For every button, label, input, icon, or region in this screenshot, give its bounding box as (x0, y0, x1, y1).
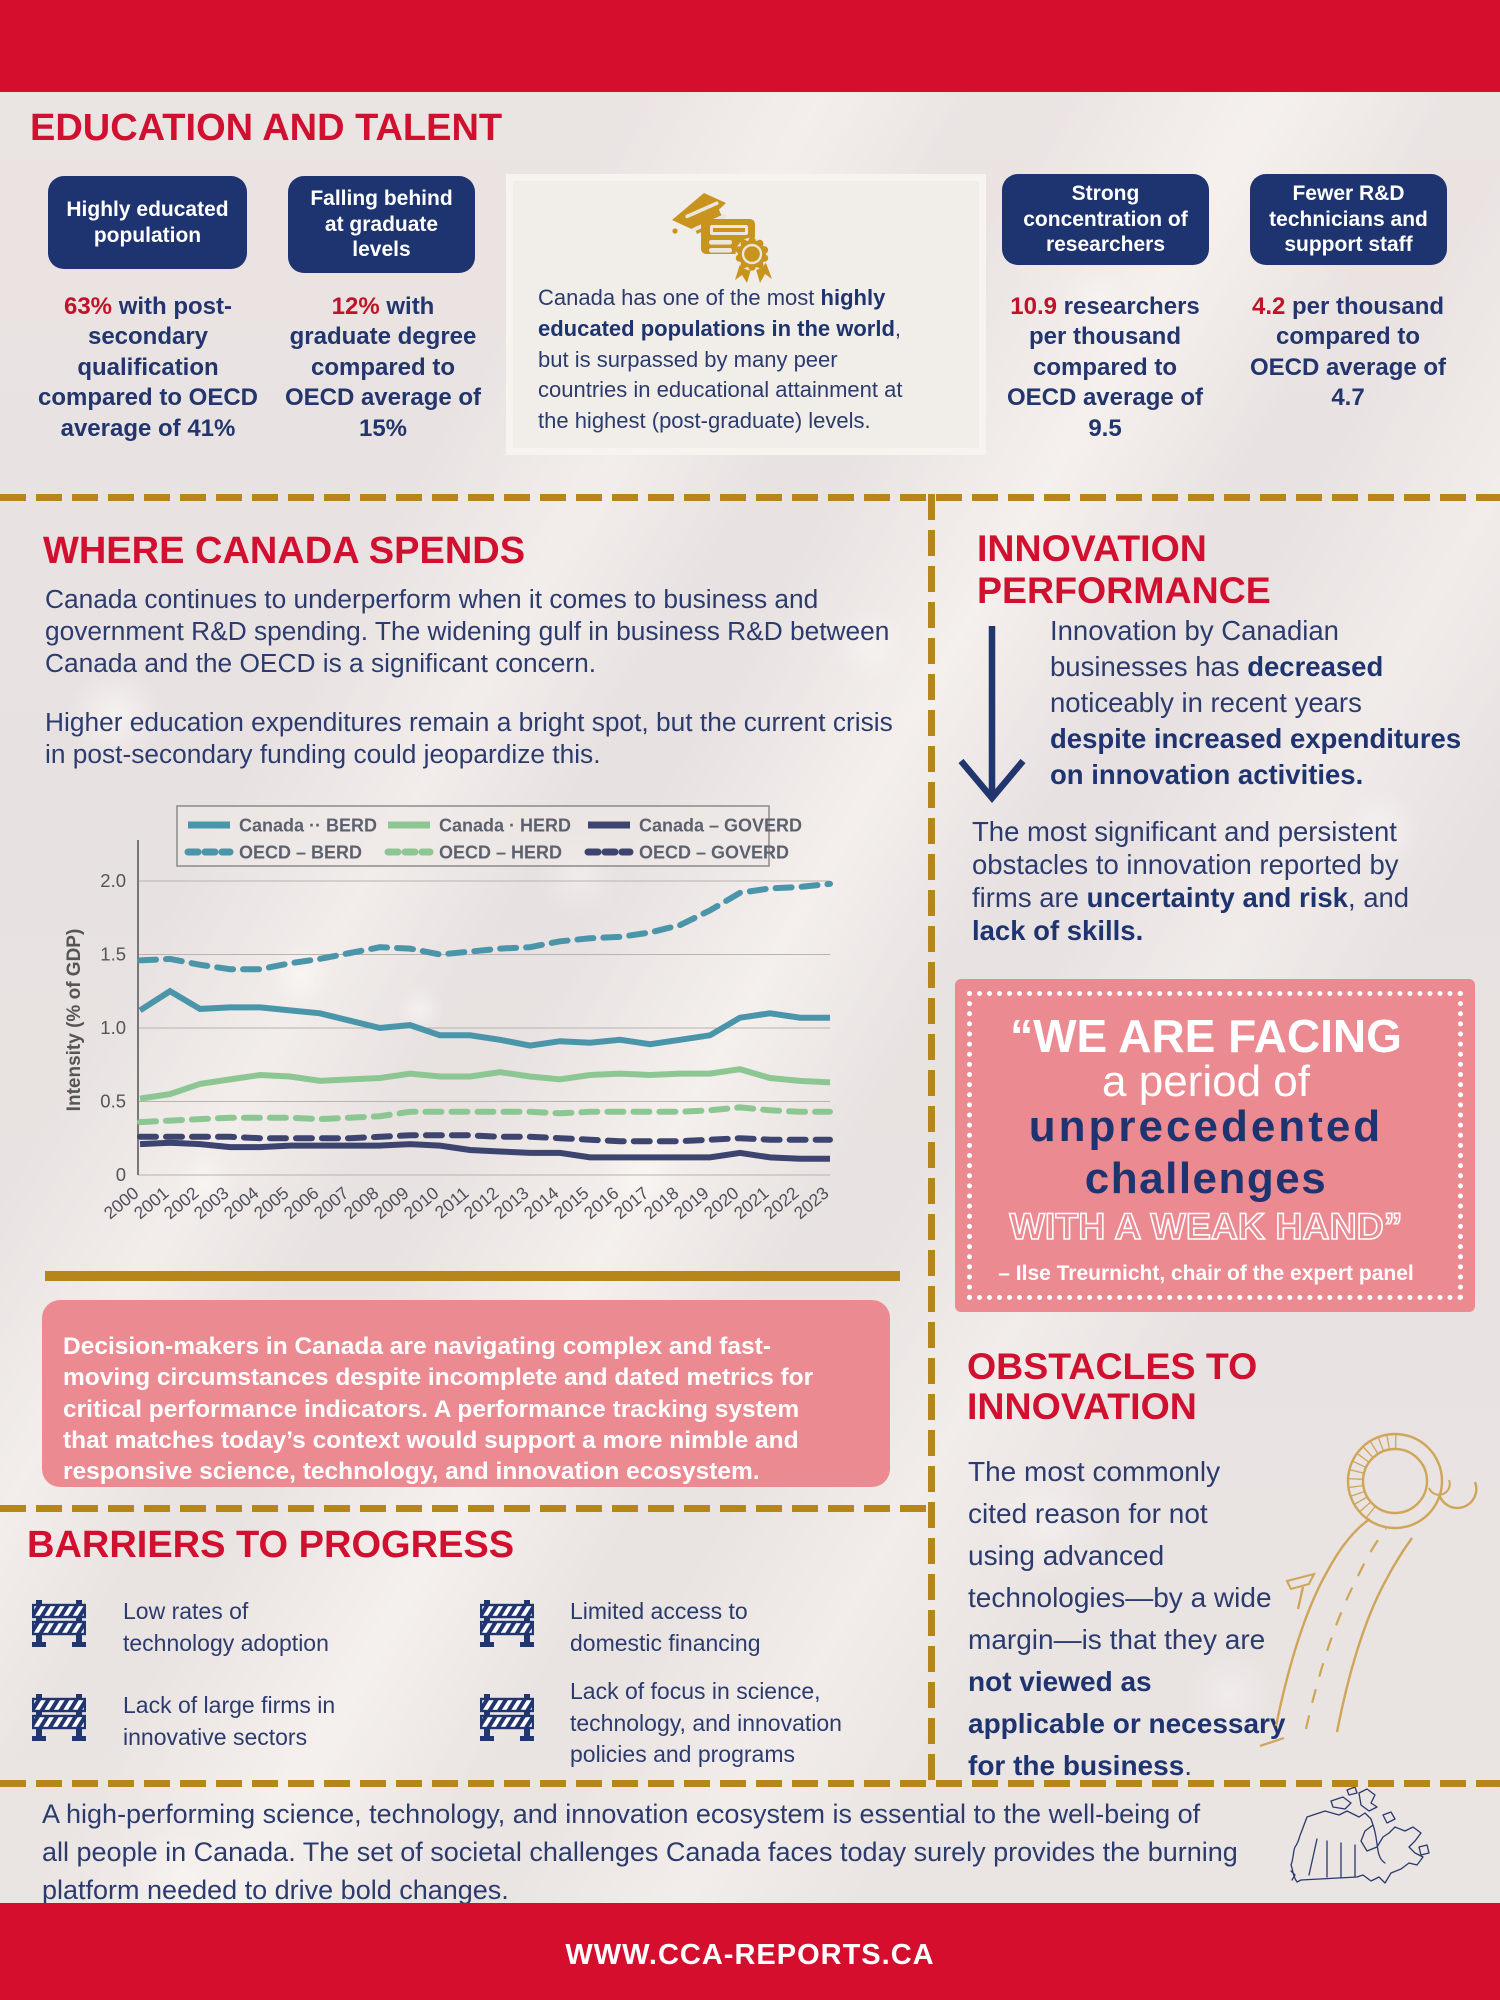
svg-text:Canada ·· BERD: Canada ·· BERD (239, 816, 377, 836)
svg-text:Intensity (% of GDP): Intensity (% of GDP) (64, 929, 85, 1112)
svg-text:OECD – BERD: OECD – BERD (239, 843, 362, 863)
svg-text:1.5: 1.5 (100, 944, 126, 965)
svg-text:2.0: 2.0 (100, 870, 126, 891)
svg-text:0: 0 (116, 1164, 126, 1185)
svg-text:Canada – GOVERD: Canada – GOVERD (639, 816, 802, 836)
svg-text:0.5: 0.5 (100, 1091, 126, 1112)
svg-text:OECD – HERD: OECD – HERD (439, 843, 562, 863)
svg-text:2023: 2023 (790, 1183, 833, 1223)
svg-text:Canada · HERD: Canada · HERD (439, 816, 571, 836)
svg-text:OECD – GOVERD: OECD – GOVERD (639, 843, 789, 863)
svg-text:1.0: 1.0 (100, 1017, 126, 1038)
